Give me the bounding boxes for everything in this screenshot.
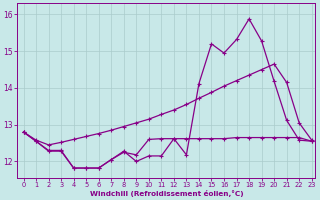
X-axis label: Windchill (Refroidissement éolien,°C): Windchill (Refroidissement éolien,°C) [90, 190, 243, 197]
